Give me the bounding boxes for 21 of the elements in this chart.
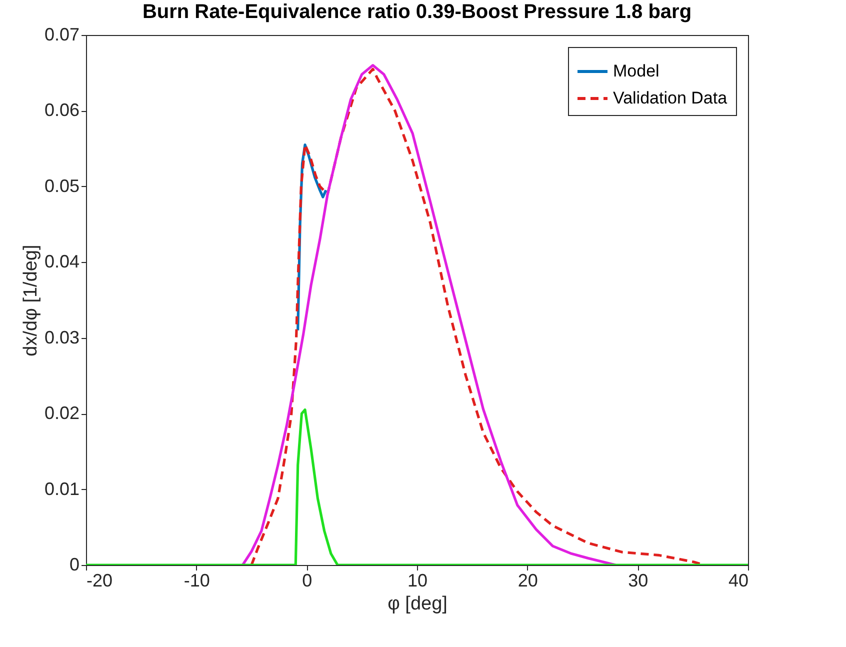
y-tick-label: 0.03 <box>44 327 80 348</box>
y-tick-label: 0.02 <box>44 403 80 424</box>
x-tick-label: 30 <box>628 570 648 590</box>
y-tick-label: 0.01 <box>44 478 80 499</box>
y-tick-label: 0.04 <box>44 252 80 272</box>
legend-label: Model <box>613 62 660 80</box>
x-tick-label: -20 <box>86 570 113 590</box>
y-tick-label: 0.07 <box>44 24 80 44</box>
x-tick-label: 0 <box>302 570 312 590</box>
x-tick-label: 10 <box>407 570 428 590</box>
x-tick-label: 20 <box>518 570 538 590</box>
chart-title: Burn Rate-Equivalence ratio 0.39-Boost Pressure 1.8 barg <box>142 1 692 23</box>
x-tick-label: -10 <box>184 570 210 590</box>
y-tick-label: 0.06 <box>44 100 80 120</box>
legend-label: Validation Data <box>613 88 728 108</box>
x-tick-label: 40 <box>728 570 748 590</box>
y-axis-title: dx/dφ [1/deg] <box>20 244 42 356</box>
y-tick-label: 0 <box>69 554 80 574</box>
x-axis-title: φ [deg] <box>388 594 448 614</box>
y-tick-label: 0.05 <box>44 176 80 196</box>
line-series <box>86 408 748 565</box>
